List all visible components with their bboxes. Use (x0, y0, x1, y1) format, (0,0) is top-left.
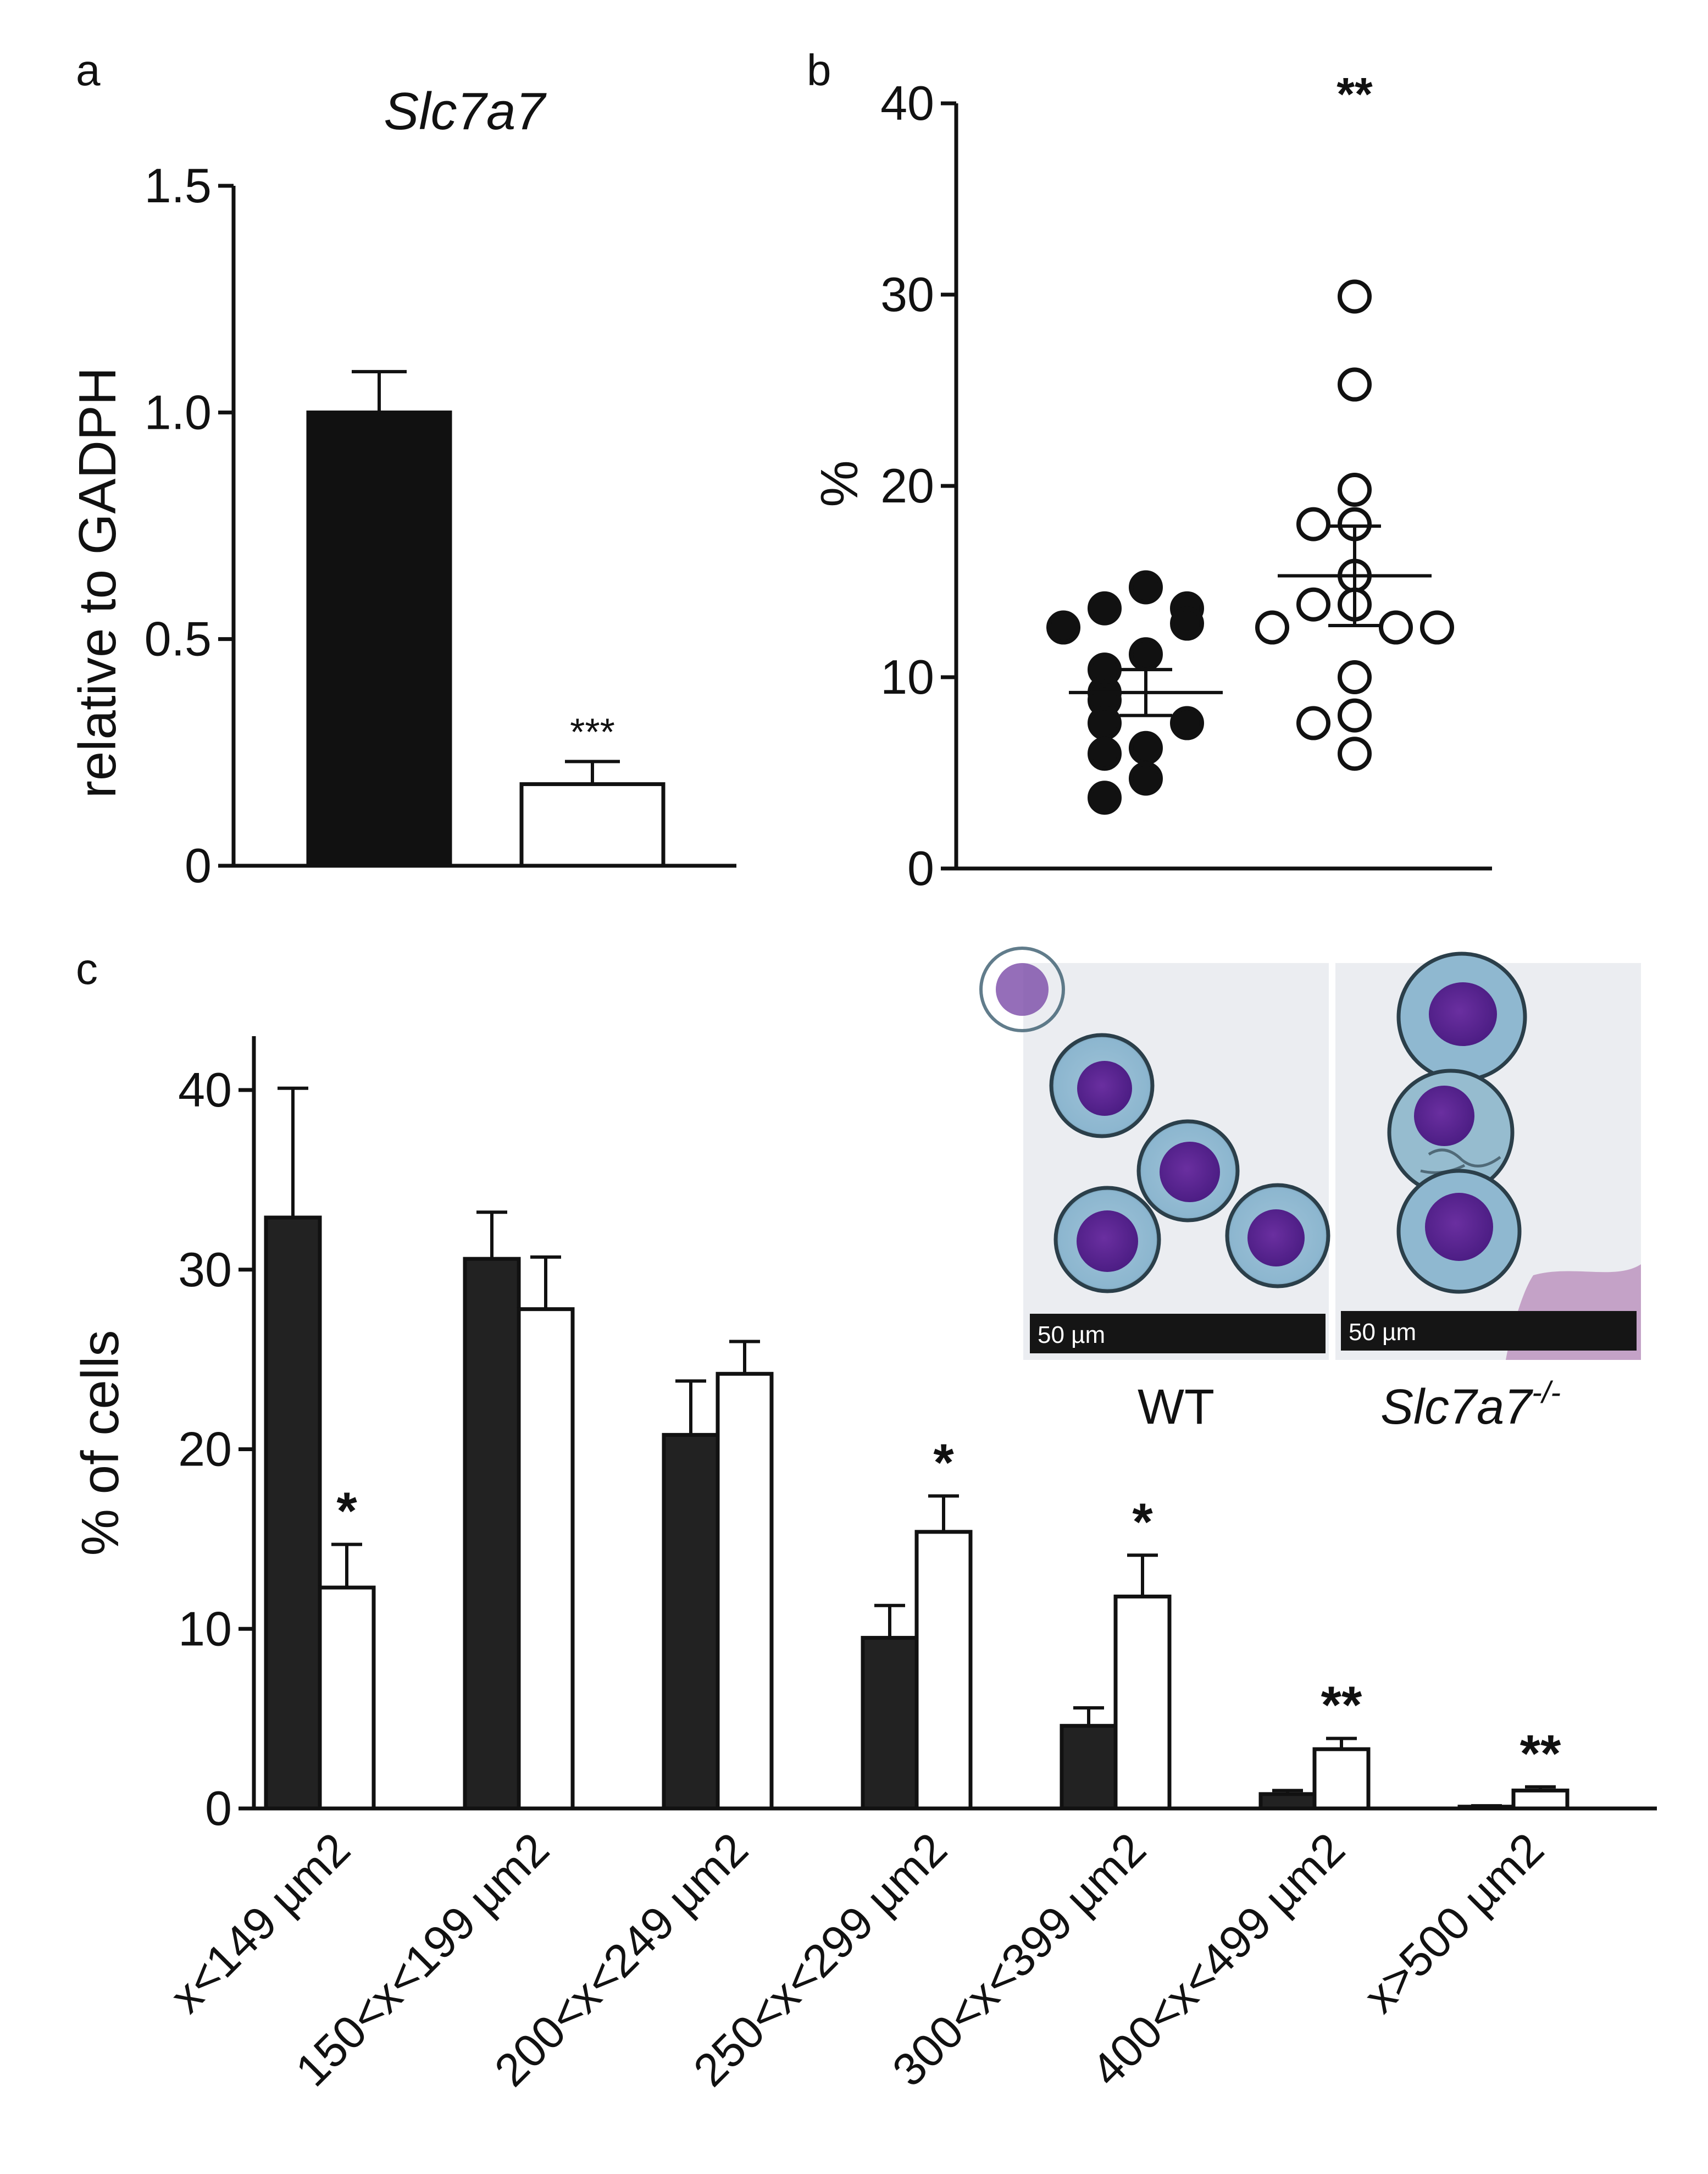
y-tick-label: 0.5 (145, 612, 212, 666)
inset-label-ko-main: Slc7a7 (1380, 1380, 1533, 1435)
micrograph-ko: 50 µm (1335, 952, 1641, 1360)
panel-a: a Slc7a7 relative to GADPH 0 0.5 1.0 1.5 **… (68, 46, 736, 893)
panel-c-ylabel: % of cells (71, 1330, 130, 1556)
wt-scale-bar-label: 50 µm (1038, 1321, 1105, 1348)
data-point (1046, 610, 1080, 645)
y-tick-label: 0 (185, 838, 212, 893)
bar-wt (306, 410, 452, 868)
x-tick-label: x<149 µm2 (160, 1823, 360, 2022)
significance-marker: * (1132, 1492, 1153, 1551)
y-tick-label: 10 (880, 650, 934, 704)
data-point (1296, 706, 1330, 740)
ko-cell (1396, 1169, 1522, 1294)
bar-ko (1511, 1788, 1570, 1811)
wt-cell (1136, 1119, 1240, 1222)
data-point (1338, 472, 1372, 507)
bar-ko (517, 1307, 575, 1811)
panel-a-bars: *** (306, 370, 666, 868)
panel-b-ylabel: % (810, 460, 869, 507)
bar-wt (861, 1636, 919, 1811)
bar-ko (318, 1585, 376, 1811)
bar-ko (519, 782, 666, 868)
y-tick-label: 30 (178, 1242, 232, 1297)
panel-b-y-ticks: 0 10 20 30 40 (880, 76, 956, 895)
bar-wt (1258, 1792, 1317, 1811)
wt-scale-bar (1030, 1314, 1326, 1353)
panel-b-letter: b (807, 46, 831, 95)
significance-marker: *** (570, 710, 615, 753)
significance-marker: ** (1520, 1724, 1561, 1783)
data-point (1338, 698, 1372, 733)
panel-b: b % 0 10 20 30 40 ** (807, 46, 1492, 895)
data-point (1088, 591, 1122, 626)
inset-label-ko: Slc7a7-/- (1380, 1375, 1561, 1435)
panel-b-points (1046, 279, 1454, 815)
ko-cell (1396, 952, 1527, 1082)
data-point (1088, 781, 1122, 815)
bar-wt (463, 1257, 521, 1811)
data-point (1338, 279, 1372, 314)
bar-ko (1113, 1594, 1172, 1811)
bar-wt (1060, 1724, 1118, 1811)
wt-cell (1049, 1033, 1155, 1138)
inset-label-ko-sup: -/- (1532, 1375, 1561, 1409)
inset-label-wt: WT (1138, 1380, 1215, 1435)
y-tick-label: 40 (880, 76, 934, 130)
data-point (1338, 367, 1372, 402)
panel-a-ylabel: relative to GADPH (68, 367, 127, 798)
data-point (1338, 737, 1372, 771)
y-tick-label: 40 (178, 1063, 232, 1117)
wt-cell (1053, 1186, 1161, 1293)
x-tick-label: x>500 µm2 (1354, 1823, 1554, 2022)
panel-c-letter: c (76, 944, 98, 993)
data-point (1296, 587, 1330, 622)
data-point (1088, 706, 1122, 740)
data-point (1129, 731, 1163, 765)
y-tick-label: 10 (178, 1601, 232, 1656)
data-point (1129, 637, 1163, 672)
y-tick-label: 1.5 (145, 158, 212, 213)
ko-scale-bar (1341, 1311, 1637, 1351)
panel-a-y-ticks: 0 0.5 1.0 1.5 (145, 158, 234, 893)
panel-c-y-ticks: 0 10 20 30 40 (178, 1063, 254, 1835)
y-tick-label: 20 (178, 1422, 232, 1476)
bar-ko (914, 1530, 973, 1811)
data-point (1170, 606, 1204, 641)
data-point (1338, 660, 1372, 694)
data-point (1129, 570, 1163, 605)
data-point (1088, 737, 1122, 771)
panel-a-letter: a (76, 46, 101, 95)
ko-cell (1387, 1069, 1515, 1196)
bar-wt (264, 1215, 322, 1811)
data-point (1296, 507, 1330, 541)
significance-marker: * (933, 1433, 954, 1492)
data-point (1420, 610, 1454, 645)
ko-scale-bar-label: 50 µm (1349, 1319, 1416, 1346)
data-point (1170, 706, 1204, 740)
bar-ko (1312, 1747, 1371, 1811)
wt-cell (1225, 1183, 1330, 1288)
y-tick-label: 1.0 (145, 385, 212, 439)
micrograph-wt: 50 µm (979, 947, 1330, 1360)
panel-a-title: Slc7a7 (384, 82, 547, 141)
panel-b-significance: ** (1337, 68, 1373, 120)
data-point (1379, 610, 1413, 645)
significance-marker: * (336, 1482, 357, 1541)
significance-marker: ** (1321, 1676, 1362, 1735)
micrograph-inset: 50 µm 50 µm WT Slc7a7-/- (979, 947, 1641, 1435)
data-point (1129, 761, 1163, 796)
y-tick-label: 20 (880, 458, 934, 513)
data-point (1255, 610, 1289, 645)
y-tick-label: 30 (880, 267, 934, 322)
bar-ko (716, 1371, 774, 1811)
y-tick-label: 0 (907, 841, 934, 895)
bar-wt (662, 1432, 720, 1811)
y-tick-label: 0 (205, 1781, 232, 1835)
